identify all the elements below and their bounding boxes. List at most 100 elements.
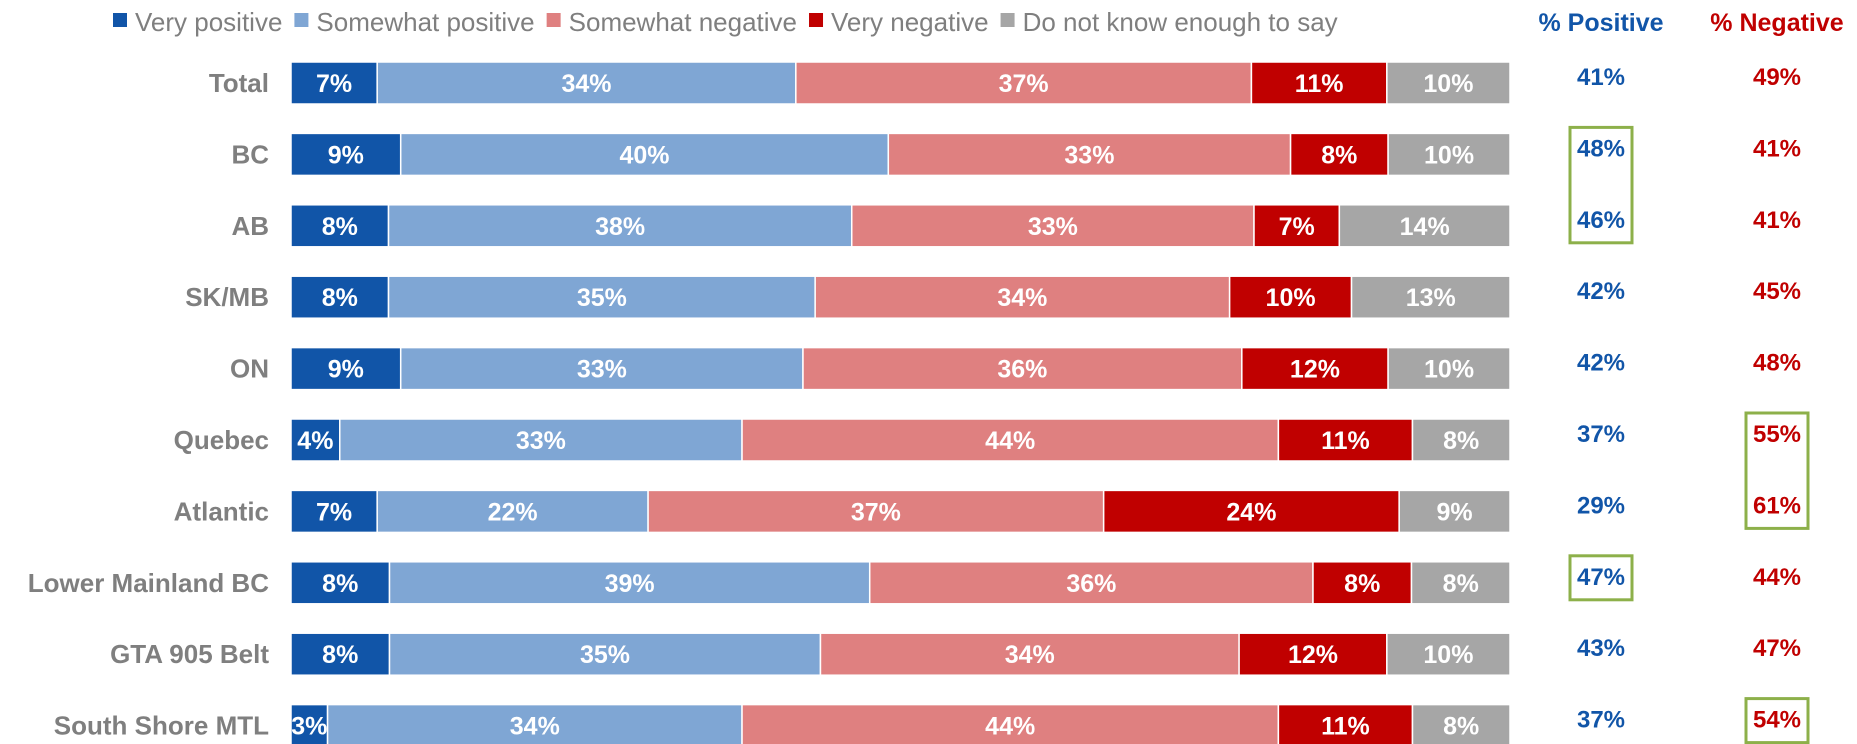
highlight-box-negative <box>1744 411 1810 530</box>
bar-segment-very-negative <box>1277 418 1414 462</box>
bar-segment-do-not-know-enough-to-say <box>1411 703 1511 744</box>
bar-segment-very-positive <box>290 346 402 391</box>
category-label: Lower Mainland BC <box>28 568 269 598</box>
category-label: BC <box>231 139 269 169</box>
category-label: GTA 905 Belt <box>110 639 269 669</box>
category-label: Total <box>209 68 269 98</box>
negative-total-value: 45% <box>1753 278 1801 305</box>
chart-row-sk-mb: SK/MB 8% 35% 34% 10% 13% 42% 45% <box>185 275 1801 319</box>
chart-row-gta-905-belt: GTA 905 Belt 8% 35% 34% 12% 10% 43% 47% <box>110 632 1801 676</box>
bar-value-label: 44% <box>985 427 1035 455</box>
bar-value-label: 33% <box>516 427 566 455</box>
bar-segment-very-negative <box>1228 275 1353 319</box>
chart-row-ab: AB 8% 38% 33% 7% 14% 46% 41% <box>231 204 1801 248</box>
chart-row-bc: BC 9% 40% 33% 8% 10% 48% 41% <box>231 132 1801 177</box>
bar-value-label: 40% <box>619 141 669 169</box>
bar-value-label: 11% <box>1295 70 1344 98</box>
bar-segment-very-positive <box>290 61 378 105</box>
negative-total-value: 54% <box>1753 707 1801 734</box>
legend-label-very-negative: Very negative <box>831 7 989 37</box>
bar-segment-do-not-know-enough-to-say <box>1411 418 1511 462</box>
positive-total-value: 37% <box>1577 421 1625 448</box>
bar-segment-somewhat-positive <box>339 418 743 462</box>
bar-segment-do-not-know-enough-to-say <box>1398 489 1511 534</box>
category-label: AB <box>231 211 269 241</box>
bar-value-label: 10% <box>1424 141 1474 169</box>
legend-label-somewhat-positive: Somewhat positive <box>316 7 534 37</box>
chart-row-total: Total 7% 34% 37% 11% 10% 41% 49% <box>209 61 1801 105</box>
bar-value-label: 11% <box>1321 713 1370 741</box>
chart-row-lower-mainland-bc: Lower Mainland BC 8% 39% 36% 8% 8% 47% 44% <box>28 561 1801 605</box>
bar-value-label: 8% <box>1443 713 1479 741</box>
legend-label-very-positive: Very positive <box>135 7 282 37</box>
bar-segment-very-positive <box>290 275 390 319</box>
bar-value-label: 37% <box>999 70 1049 98</box>
bar-segment-somewhat-negative <box>741 418 1280 462</box>
negative-total-value: 41% <box>1753 135 1801 162</box>
bar-segment-very-positive <box>290 561 391 605</box>
bar-value-label: 37% <box>851 498 901 526</box>
bar-value-label: 8% <box>1443 427 1479 455</box>
bar-value-label: 3% <box>291 713 327 741</box>
bar-segment-somewhat-positive <box>387 275 816 319</box>
negative-total-value: 61% <box>1753 492 1801 519</box>
bar-value-label: 10% <box>1423 641 1473 669</box>
category-label: ON <box>230 354 269 384</box>
category-label: South Shore MTL <box>54 711 269 741</box>
positive-total-value: 42% <box>1577 350 1625 377</box>
bar-value-label: 8% <box>322 570 358 598</box>
chart-row-on: ON 9% 33% 36% 12% 10% 42% 48% <box>230 346 1801 391</box>
legend-label-do-not-know-enough-to-say: Do not know enough to say <box>1023 7 1338 37</box>
bar-segment-very-negative <box>1277 703 1414 744</box>
bar-value-label: 34% <box>997 284 1047 312</box>
bar-segment-do-not-know-enough-to-say <box>1350 275 1511 319</box>
bar-value-label: 8% <box>1344 570 1380 598</box>
bar-segment-somewhat-positive <box>388 632 822 676</box>
bar-value-label: 33% <box>577 356 627 384</box>
bar-value-label: 10% <box>1266 284 1316 312</box>
bar-segment-somewhat-positive <box>376 61 797 105</box>
bar-value-label: 44% <box>985 713 1035 741</box>
bar-value-label: 8% <box>322 213 358 241</box>
negative-total-value: 48% <box>1753 350 1801 377</box>
chart-legend: Very positive Somewhat positive Somewhat n… <box>113 7 1338 37</box>
bar-segment-somewhat-negative <box>819 632 1240 676</box>
bar-value-label: 35% <box>580 641 630 669</box>
bar-value-label: 9% <box>1437 498 1473 526</box>
negative-total-value: 47% <box>1753 635 1801 662</box>
negative-total-value: 44% <box>1753 564 1801 591</box>
bar-value-label: 14% <box>1400 213 1450 241</box>
bar-value-label: 36% <box>1066 570 1116 598</box>
bar-segment-do-not-know-enough-to-say <box>1386 632 1511 676</box>
bar-value-label: 9% <box>328 356 364 384</box>
legend-swatch-very-negative <box>809 13 824 27</box>
chart-row-quebec: Quebec 4% 33% 44% 11% 8% 37% 55% <box>174 418 1801 462</box>
bar-value-label: 35% <box>577 284 627 312</box>
positive-total-value: 48% <box>1577 135 1625 162</box>
bar-value-label: 34% <box>561 70 611 98</box>
bar-value-label: 7% <box>316 498 352 526</box>
bar-segment-somewhat-negative <box>795 61 1253 105</box>
bar-segment-somewhat-negative <box>814 275 1231 319</box>
bar-segment-somewhat-positive <box>399 346 804 391</box>
bar-value-label: 33% <box>1028 213 1078 241</box>
bar-value-label: 9% <box>328 141 364 169</box>
positive-total-value: 37% <box>1577 707 1625 734</box>
chart-row-south-shore-mtl: South Shore MTL 3% 34% 44% 11% 8% 37% 54% <box>54 703 1801 744</box>
bar-value-label: 7% <box>1279 213 1315 241</box>
bar-segment-very-positive <box>290 489 378 534</box>
negative-total-value: 55% <box>1753 421 1801 448</box>
legend-swatch-somewhat-positive <box>294 13 309 27</box>
legend-swatch-do-not-know-enough-to-say <box>1000 13 1015 27</box>
negative-total-value: 49% <box>1753 64 1801 91</box>
category-label: SK/MB <box>185 282 269 312</box>
bar-segment-do-not-know-enough-to-say <box>1338 204 1511 248</box>
bar-value-label: 4% <box>297 427 333 455</box>
bar-value-label: 12% <box>1290 356 1340 384</box>
category-label: Atlantic <box>174 496 269 526</box>
bar-value-label: 39% <box>605 570 655 598</box>
positive-total-value: 42% <box>1577 278 1625 305</box>
bar-value-label: 34% <box>510 713 560 741</box>
bar-segment-somewhat-positive <box>388 561 871 605</box>
